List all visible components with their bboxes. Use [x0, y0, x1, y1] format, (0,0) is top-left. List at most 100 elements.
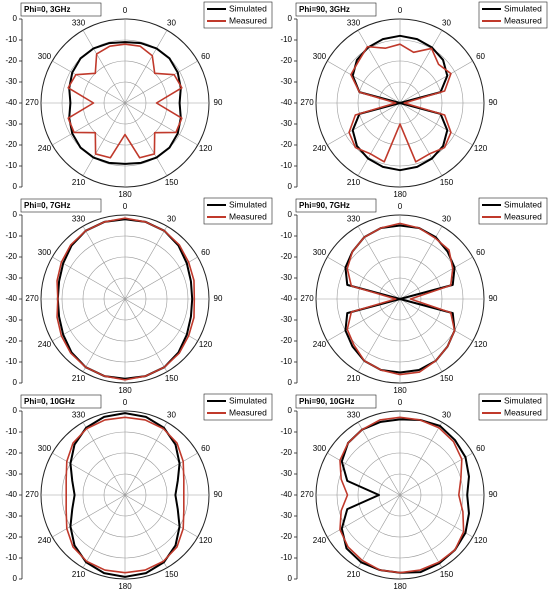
polar-chart: 0 30 60 90 120 150 180 210 240 270 300 330 0 0 -10 -10 -… [280, 197, 548, 395]
radial-tick-label: 0 [288, 574, 293, 583]
radial-tick-label: -10 [280, 231, 292, 240]
grid-spoke [52, 452, 126, 496]
angle-label: 240 [38, 340, 52, 349]
radial-tick-label: -10 [280, 161, 292, 170]
radial-tick-label: 0 [288, 406, 293, 415]
radial-tick-label: 0 [13, 378, 18, 387]
grid-spoke [124, 452, 198, 496]
radial-tick-label: -10 [280, 357, 292, 366]
angle-label: 90 [489, 98, 498, 107]
angle-label: 0 [398, 202, 403, 211]
angle-label: 60 [201, 444, 210, 453]
angle-label: 150 [165, 374, 179, 383]
grid-spoke [399, 298, 443, 372]
angle-label: 90 [489, 294, 498, 303]
grid-spoke [124, 494, 168, 568]
grid-spoke [82, 422, 126, 496]
polar-chart: 0 30 60 90 120 150 180 210 240 270 300 330 0 0 -10 -10 -… [280, 1, 548, 199]
legend-label: Simulated [504, 395, 542, 405]
grid-spoke [124, 226, 168, 300]
pattern-line [348, 43, 452, 163]
angle-label: 120 [474, 340, 488, 349]
chart-title: Phi=90, 7GHz [299, 201, 350, 210]
angle-label: 90 [214, 294, 223, 303]
legend-label: Simulated [504, 199, 542, 209]
pattern-line [67, 43, 183, 159]
pattern-line [351, 34, 449, 172]
radial-tick-label: -10 [280, 35, 292, 44]
angle-label: 30 [167, 410, 176, 419]
angle-label: 270 [25, 490, 39, 499]
angle-label: 300 [313, 248, 327, 257]
grid-spoke [399, 298, 473, 342]
angle-label: 300 [38, 52, 52, 61]
radial-tick-label: -40 [280, 490, 292, 499]
grid-spoke [399, 102, 473, 146]
pattern-line [344, 224, 456, 374]
grid-spoke [82, 30, 126, 104]
grid-spoke [399, 422, 443, 496]
legend-label: Simulated [229, 199, 267, 209]
angle-label: 120 [199, 536, 213, 545]
radial-tick-label: -20 [5, 252, 17, 261]
angle-label: 210 [72, 178, 86, 187]
angle-label: 300 [38, 248, 52, 257]
angle-label: 150 [165, 570, 179, 579]
radial-tick-label: -30 [280, 119, 292, 128]
angle-label: 210 [347, 374, 361, 383]
angle-label: 120 [199, 340, 213, 349]
grid-spoke [357, 298, 401, 372]
pattern-line [56, 218, 194, 380]
grid-spoke [124, 102, 168, 176]
angle-label: 270 [300, 294, 314, 303]
radial-tick-label: -10 [5, 553, 17, 562]
angle-label: 0 [123, 202, 128, 211]
radial-tick-label: 0 [13, 574, 18, 583]
pattern-line [65, 416, 185, 574]
grid-spoke [124, 494, 198, 538]
radial-tick-label: -30 [280, 77, 292, 86]
radial-tick-label: -30 [5, 119, 17, 128]
pattern-line [56, 217, 196, 381]
chart-title: Phi=90, 3GHz [299, 5, 350, 14]
polar-chart: 0 30 60 90 120 150 180 210 240 270 300 330 0 0 -10 -10 -… [5, 197, 273, 395]
angle-label: 150 [440, 178, 454, 187]
angle-label: 120 [474, 536, 488, 545]
angle-label: 180 [393, 190, 407, 199]
radial-tick-label: 0 [288, 14, 293, 23]
chart-title: Phi=90, 10GHz [299, 397, 354, 406]
radial-tick-label: -10 [280, 427, 292, 436]
legend-label: Measured [504, 15, 542, 25]
angle-label: 330 [347, 214, 361, 223]
grid-spoke [399, 256, 473, 300]
pattern-line [69, 412, 181, 578]
angle-label: 330 [347, 18, 361, 27]
grid-spoke [357, 30, 401, 104]
angle-label: 180 [393, 582, 407, 591]
radial-tick-label: -20 [280, 532, 292, 541]
angle-label: 60 [201, 248, 210, 257]
radial-tick-label: -30 [280, 511, 292, 520]
angle-label: 60 [476, 444, 485, 453]
legend-box [478, 393, 548, 421]
legend-box [203, 1, 273, 29]
angle-label: 270 [300, 98, 314, 107]
angle-label: 90 [214, 98, 223, 107]
angle-label: 90 [214, 490, 223, 499]
angle-label: 180 [118, 386, 132, 395]
angle-label: 120 [199, 144, 213, 153]
radial-tick-label: -30 [5, 511, 17, 520]
grid-spoke [124, 30, 168, 104]
angle-label: 0 [398, 398, 403, 407]
radial-tick-label: -10 [5, 427, 17, 436]
radial-tick-label: -20 [5, 56, 17, 65]
angle-label: 210 [72, 570, 86, 579]
grid-spoke [52, 60, 126, 104]
radial-tick-label: -30 [5, 77, 17, 86]
chart-title: Phi=0, 10GHz [24, 397, 75, 406]
chart-title: Phi=0, 7GHz [24, 201, 70, 210]
angle-label: 300 [313, 444, 327, 453]
radial-tick-label: -40 [5, 490, 17, 499]
angle-label: 240 [38, 536, 52, 545]
legend-box [203, 393, 273, 421]
